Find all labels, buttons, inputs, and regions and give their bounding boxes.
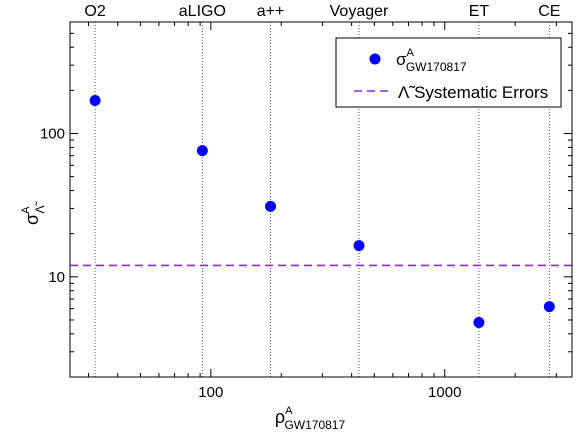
data-point <box>89 94 101 106</box>
x-axis-label: ρA GW170817 <box>275 405 346 432</box>
detector-labels: O2 aLIGO a++ Voyager ET CE <box>84 3 560 20</box>
data-point <box>265 200 277 212</box>
x-tick-label: 1000 <box>428 384 461 401</box>
detector-label: O2 <box>84 3 105 20</box>
detector-label: Voyager <box>330 3 389 20</box>
detector-label: a++ <box>257 3 285 20</box>
detector-label: aLIGO <box>179 3 226 20</box>
y-tick-label: 100 <box>40 126 65 143</box>
data-points <box>89 94 555 329</box>
legend-label-systematic: Λ̃ Systematic Errors <box>398 83 548 102</box>
plot-frame <box>69 21 573 378</box>
x-tick-label: 100 <box>198 384 223 401</box>
data-point <box>543 301 555 313</box>
legend-marker-points <box>369 53 381 65</box>
legend-label-points: σA GW170817 <box>396 47 467 74</box>
detector-label: CE <box>538 3 560 20</box>
svg-text:σAΛ̃: σAΛ̃ <box>20 201 47 225</box>
data-point <box>353 240 365 252</box>
y-axis-label: σAΛ̃ <box>20 201 47 225</box>
data-point <box>473 317 485 329</box>
axis-ticks: 100 1000 10 100 <box>40 21 572 401</box>
legend-box <box>335 37 562 108</box>
y-tick-label: 10 <box>48 269 65 286</box>
detector-label: ET <box>469 3 490 20</box>
detector-lines <box>94 22 550 377</box>
legend: σA GW170817 Λ̃ Systematic Errors <box>335 37 562 108</box>
data-point <box>196 145 208 157</box>
